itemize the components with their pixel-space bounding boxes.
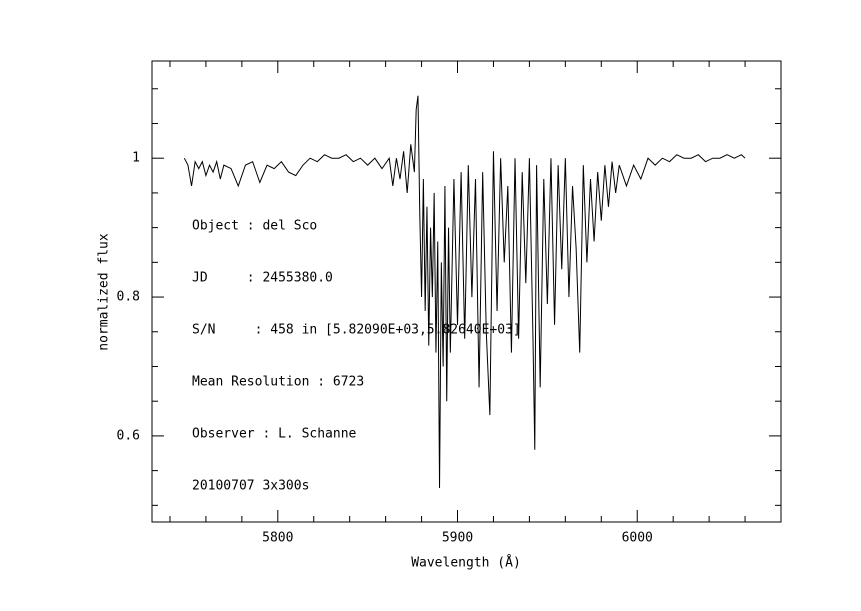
annotation: JD : 2455380.0 bbox=[192, 271, 333, 286]
annotation: S/N : 458 in [5.82090E+03,5.82640E+03] bbox=[192, 323, 521, 338]
y-tick-label: 0.8 bbox=[117, 290, 140, 305]
y-axis-label: normalized flux bbox=[97, 233, 112, 351]
plot-frame bbox=[151, 60, 782, 523]
x-tick-label: 5800 bbox=[262, 531, 293, 546]
annotation: Object : del Sco bbox=[192, 219, 317, 234]
annotation: Mean Resolution : 6723 bbox=[192, 375, 364, 390]
spectrum-line bbox=[183, 95, 746, 488]
annotation: Observer : L. Schanne bbox=[192, 427, 357, 442]
annotation: 20100707 3x300s bbox=[192, 479, 309, 494]
x-axis-label: Wavelength (Å) bbox=[411, 555, 521, 571]
x-tick-label: 5900 bbox=[442, 531, 473, 546]
y-tick-label: 1 bbox=[132, 151, 140, 166]
x-tick-label: 6000 bbox=[622, 531, 653, 546]
y-tick-label: 0.6 bbox=[117, 428, 140, 443]
